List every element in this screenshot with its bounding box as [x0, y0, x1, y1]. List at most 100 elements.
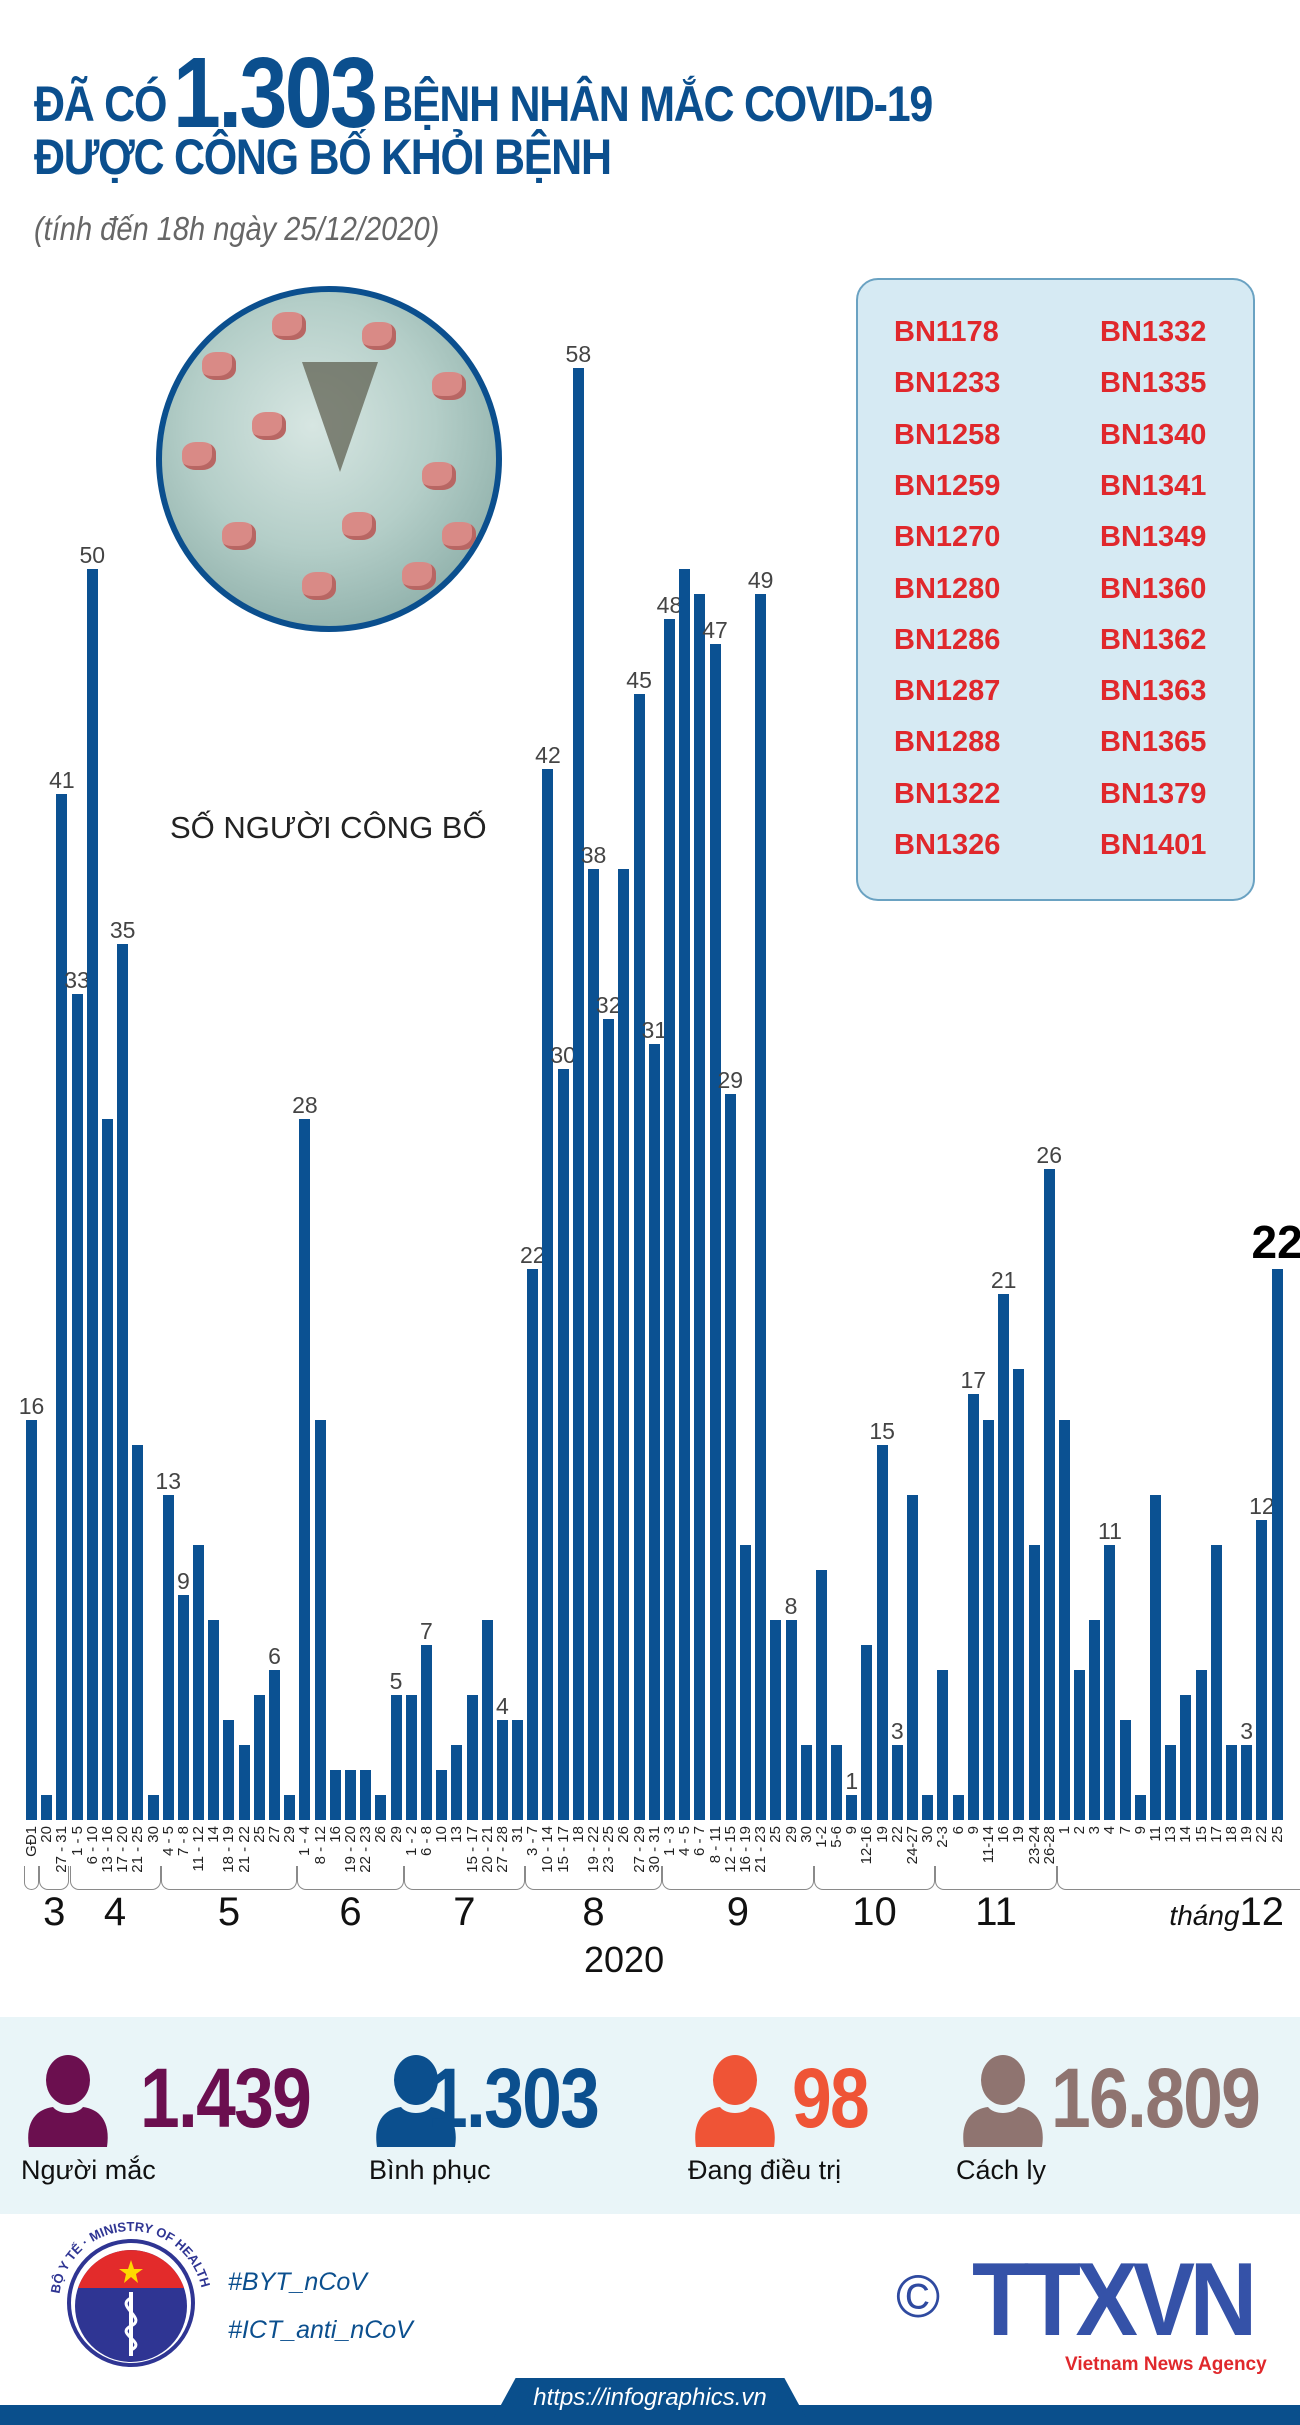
- x-tick-label: 9: [964, 1826, 982, 1835]
- patient-id: BN1280: [894, 572, 1001, 605]
- value-label: 42: [535, 741, 561, 768]
- title-suffix: BỆNH NHÂN MẮC COVID-19: [382, 76, 933, 132]
- bar: [982, 1419, 994, 1820]
- x-tick-label: 25: [250, 1826, 268, 1843]
- x-tick-label: 10: [433, 1826, 451, 1843]
- x-tick-label: 25: [767, 1826, 785, 1843]
- month-bracket: [525, 1866, 662, 1890]
- person-icon: [958, 2055, 1048, 2147]
- value-label: 3: [890, 1717, 904, 1744]
- bar: [907, 1494, 919, 1820]
- x-tick-label: 4 - 5: [676, 1826, 694, 1857]
- stat-label: Cách ly: [956, 2155, 1047, 2185]
- value-label: 29: [717, 1067, 744, 1094]
- month-bracket: [935, 1866, 1057, 1890]
- bar: [1150, 1494, 1162, 1820]
- bar: [785, 1619, 797, 1820]
- chart-title: SỐ NGƯỜI CÔNG BỐ: [170, 810, 487, 845]
- bar: [299, 1119, 311, 1820]
- bar: [177, 1594, 189, 1820]
- x-tick-label: 14: [1177, 1826, 1195, 1843]
- bar: [1195, 1669, 1207, 1820]
- hashtag-ict[interactable]: #ICT_anti_nCoV: [228, 2316, 413, 2344]
- value-label: 11: [1098, 1517, 1122, 1544]
- bar: [269, 1669, 281, 1820]
- bar: [405, 1694, 417, 1820]
- value-label: 22: [1251, 1216, 1300, 1269]
- value-label: 12: [1249, 1492, 1275, 1519]
- website-link[interactable]: https://infographics.vn: [533, 2384, 767, 2411]
- value-label: 30: [550, 1042, 576, 1069]
- x-tick-label: 18: [569, 1826, 587, 1843]
- bar: [739, 1544, 751, 1820]
- bar: [1058, 1419, 1070, 1820]
- bar: [952, 1794, 964, 1820]
- value-label: 48: [656, 591, 683, 618]
- x-tick-label: 2: [1071, 1826, 1089, 1835]
- bar: [314, 1419, 326, 1820]
- patient-id: BN1335: [1100, 367, 1207, 400]
- x-tick-label: GĐ1: [23, 1826, 40, 1857]
- bar: [26, 1419, 37, 1820]
- x-tick-label: 2-3: [934, 1826, 952, 1848]
- bar: [557, 1069, 569, 1820]
- x-tick-label: 1 - 3: [660, 1826, 678, 1857]
- month-number: 12: [1239, 1890, 1285, 1934]
- bar: [481, 1619, 493, 1820]
- x-tick-label: 6 - 8: [417, 1826, 435, 1857]
- stat-label: Đang điều trị: [688, 2155, 842, 2185]
- bar: [1165, 1744, 1177, 1820]
- bar: [284, 1794, 296, 1820]
- value-label: 49: [747, 566, 774, 593]
- stat-value: 1.303: [428, 2051, 600, 2145]
- bar: [1074, 1669, 1086, 1820]
- bar: [1013, 1369, 1025, 1820]
- bar: [770, 1619, 782, 1820]
- x-tick-label: 26-28: [1040, 1826, 1058, 1865]
- patient-id: BN1360: [1100, 572, 1207, 605]
- bar: [436, 1769, 448, 1820]
- ttxvn-logo: TTXVN: [972, 2242, 1257, 2358]
- patient-id: BN1365: [1100, 726, 1207, 759]
- bar: [329, 1769, 341, 1820]
- bar: [238, 1744, 250, 1820]
- month-label: 5: [217, 1890, 241, 1934]
- bar: [800, 1744, 812, 1820]
- bar: [922, 1794, 934, 1820]
- month-bracket: [160, 1866, 298, 1890]
- patient-id: BN1401: [1100, 829, 1207, 861]
- x-tick-label: 4 - 5: [159, 1826, 177, 1857]
- x-tick-label: 25: [1268, 1826, 1286, 1843]
- x-tick-label: 19: [1238, 1826, 1256, 1843]
- bar: [1119, 1719, 1131, 1820]
- bar: [344, 1769, 356, 1820]
- bar: [755, 593, 767, 1820]
- patient-id: BN1287: [894, 675, 1001, 708]
- x-tick-label: 8 - 12: [311, 1826, 329, 1865]
- month-label: 8: [582, 1890, 605, 1934]
- value-label: 13: [155, 1467, 181, 1494]
- url-tab: [490, 2378, 810, 2425]
- subtitle: (tính đến 18h ngày 25/12/2020): [34, 210, 440, 247]
- value-label: 15: [869, 1417, 895, 1444]
- value-label: 41: [49, 766, 75, 793]
- bar: [1028, 1544, 1040, 1820]
- bar: [117, 943, 129, 1820]
- bar: [101, 1119, 113, 1820]
- x-tick-label: 30: [919, 1826, 937, 1843]
- bar: [451, 1744, 463, 1820]
- x-tick-label: 26: [615, 1826, 633, 1843]
- month-label: 11: [975, 1890, 1017, 1934]
- x-tick-label: 20: [38, 1826, 56, 1843]
- month-label: 6: [339, 1890, 362, 1934]
- patient-id: BN1233: [894, 367, 1001, 400]
- stat-value: 1.439: [140, 2051, 312, 2145]
- patient-id: BN1286: [894, 623, 1001, 656]
- bar: [162, 1494, 174, 1820]
- value-label: 6: [268, 1642, 281, 1669]
- hashtag-byt[interactable]: #BYT_nCoV: [228, 2268, 367, 2296]
- bar: [1271, 1269, 1283, 1820]
- value-label: 45: [626, 666, 652, 693]
- x-tick-label: 31: [509, 1826, 527, 1843]
- bar: [542, 768, 554, 1820]
